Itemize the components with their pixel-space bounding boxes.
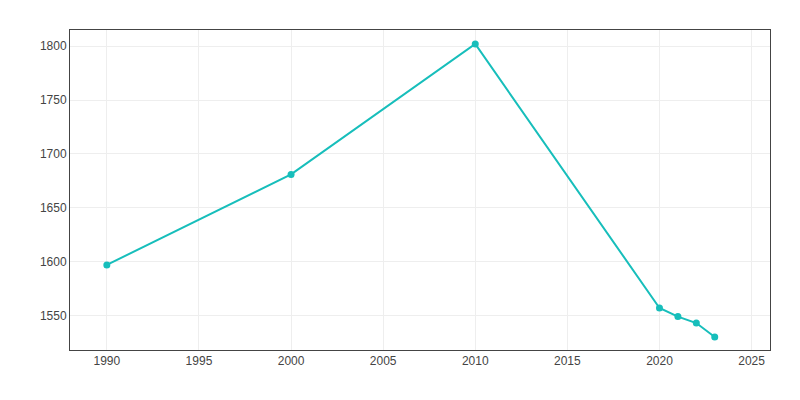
svg-text:2025: 2025: [738, 354, 765, 368]
svg-text:1550: 1550: [40, 309, 67, 323]
svg-text:1650: 1650: [40, 201, 67, 215]
svg-text:2015: 2015: [554, 354, 581, 368]
svg-text:2020: 2020: [646, 354, 673, 368]
svg-text:1750: 1750: [40, 93, 67, 107]
svg-text:1995: 1995: [186, 354, 213, 368]
svg-text:1600: 1600: [40, 255, 67, 269]
svg-text:2000: 2000: [278, 354, 305, 368]
svg-text:2010: 2010: [462, 354, 489, 368]
svg-text:1990: 1990: [93, 354, 120, 368]
svg-text:1700: 1700: [40, 147, 67, 161]
svg-text:1800: 1800: [40, 39, 67, 53]
svg-text:2005: 2005: [370, 354, 397, 368]
